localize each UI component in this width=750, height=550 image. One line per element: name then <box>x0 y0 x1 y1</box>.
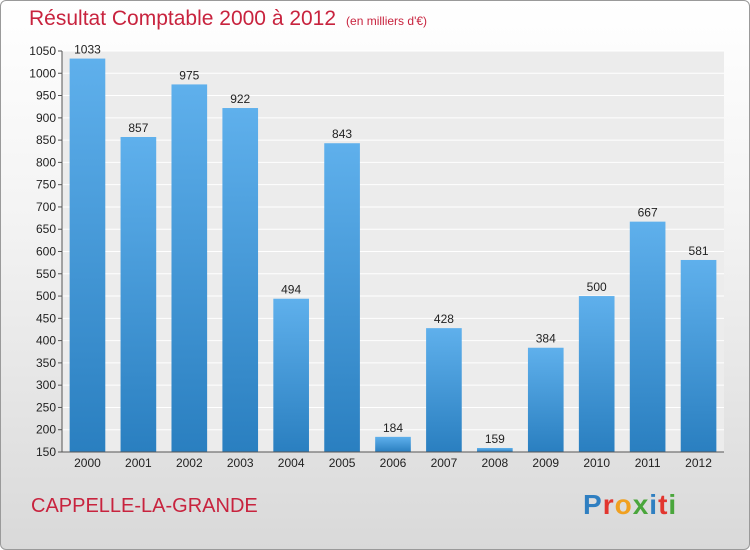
x-tick-label: 2003 <box>227 456 254 470</box>
y-tick-label: 850 <box>36 133 56 147</box>
bar <box>578 296 615 452</box>
bar <box>680 259 717 452</box>
chart-subtitle: (en milliers d'€) <box>346 14 428 28</box>
bar <box>69 58 106 453</box>
x-axis: 2000 2001 2002 2003 2004 2005 2006 2007 2008 2009… <box>62 451 724 470</box>
bar-value-label: 494 <box>281 283 301 297</box>
y-tick-label: 450 <box>36 311 56 325</box>
bar <box>477 447 513 452</box>
y-tick-label: 1050 <box>29 44 56 58</box>
y-tick-label: 750 <box>36 178 56 192</box>
proxiti-logo[interactable]: Proxiti <box>583 489 677 521</box>
y-tick-label: 400 <box>36 334 56 348</box>
bar <box>629 221 666 452</box>
x-tick-label: 2011 <box>635 456 661 470</box>
bar-value-label: 922 <box>230 92 250 106</box>
bar <box>426 328 462 452</box>
place-name: CAPPELLE-LA-GRANDE <box>31 495 258 517</box>
grid-lines <box>62 50 724 453</box>
y-tick-label: 250 <box>36 400 56 414</box>
bar-value-label: 428 <box>434 312 454 326</box>
y-tick-label: 900 <box>36 111 56 125</box>
y-axis: 150 200 250 300 350 400 450 500 550 600 650 700 750 8… <box>29 44 63 459</box>
bar-value-label: 1033 <box>74 43 101 57</box>
chart-title: Résultat Comptable 2000 à 2012 (en millie… <box>29 7 427 31</box>
bar <box>527 347 564 452</box>
bar <box>171 84 208 453</box>
x-tick-label: 2007 <box>431 456 458 470</box>
y-tick-label: 150 <box>36 445 56 459</box>
logo-letter: o <box>614 489 633 520</box>
bar-value-label: 184 <box>383 421 403 435</box>
logo-letter: i <box>668 489 678 520</box>
chart-title-text: Résultat Comptable 2000 à 2012 <box>29 7 337 30</box>
logo-letter: i <box>649 489 659 520</box>
bar-value-label: 975 <box>179 68 199 82</box>
bar <box>324 143 360 453</box>
bar-value-label: 159 <box>485 432 505 446</box>
x-tick-label: 2006 <box>380 456 407 470</box>
bars: 1033 857 975 922 494 843 184 428 159 384 500 667 581 <box>69 43 717 453</box>
x-tick-label: 2010 <box>583 456 610 470</box>
x-tick-label: 2005 <box>329 456 356 470</box>
bar-value-label: 667 <box>638 206 658 220</box>
y-tick-label: 800 <box>36 155 56 169</box>
bar-value-label: 500 <box>587 280 607 294</box>
logo-letter: P <box>583 489 603 520</box>
bar-value-label: 384 <box>536 332 556 346</box>
x-tick-label: 2001 <box>125 456 152 470</box>
y-tick-label: 550 <box>36 267 56 281</box>
logo-letter: r <box>602 489 615 520</box>
x-tick-label: 2004 <box>278 456 305 470</box>
bar-value-label: 581 <box>689 244 709 258</box>
bar-value-label: 857 <box>128 121 148 135</box>
x-tick-label: 2009 <box>532 456 559 470</box>
bar <box>222 108 259 452</box>
bar-value-label: 843 <box>332 127 352 141</box>
y-tick-label: 500 <box>36 289 56 303</box>
y-tick-label: 600 <box>36 245 56 259</box>
logo-letter: t <box>658 489 669 520</box>
bar <box>375 436 411 452</box>
logo-letter: x <box>632 489 650 520</box>
x-tick-label: 2002 <box>176 456 203 470</box>
y-tick-label: 350 <box>36 356 56 370</box>
y-tick-label: 950 <box>36 89 56 103</box>
x-tick-label: 2008 <box>481 456 508 470</box>
y-tick-label: 200 <box>36 423 56 437</box>
x-tick-label: 2000 <box>74 456 101 470</box>
x-tick-label: 2012 <box>685 456 712 470</box>
y-tick-label: 300 <box>36 378 56 392</box>
y-tick-label: 700 <box>36 200 56 214</box>
bar <box>273 298 309 452</box>
bar <box>120 136 157 452</box>
y-tick-label: 1000 <box>29 66 56 80</box>
y-tick-label: 650 <box>36 222 56 236</box>
